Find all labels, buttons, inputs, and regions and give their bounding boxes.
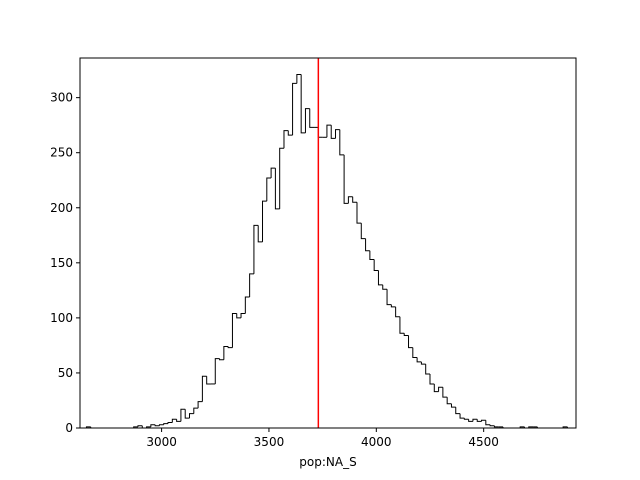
histogram-bin bbox=[283, 130, 289, 149]
histogram-bin bbox=[309, 108, 315, 128]
histogram-bin bbox=[360, 223, 366, 240]
histogram-bin bbox=[373, 259, 379, 272]
histogram-bin bbox=[356, 202, 362, 224]
histogram-bin bbox=[330, 125, 336, 139]
histogram-bin bbox=[296, 74, 302, 84]
y-tick-label: 0 bbox=[65, 421, 73, 435]
histogram-bin bbox=[197, 401, 203, 409]
y-tick-label: 250 bbox=[50, 146, 73, 160]
plot-area bbox=[85, 58, 572, 429]
histogram-bin bbox=[485, 420, 491, 426]
histogram-bin bbox=[176, 419, 181, 422]
y-axis: 0 50 100 150 200 250 300 bbox=[50, 91, 80, 435]
histogram-bin bbox=[304, 108, 310, 133]
x-axis: 3000 3500 4000 4500 bbox=[146, 428, 499, 449]
histogram-bin bbox=[158, 424, 164, 426]
x-tick-label: 3000 bbox=[146, 435, 177, 449]
histogram-bin bbox=[395, 306, 400, 318]
y-tick-label: 200 bbox=[50, 201, 73, 215]
histogram-bin bbox=[347, 196, 353, 204]
histogram-bin bbox=[493, 425, 499, 428]
histogram-series bbox=[85, 74, 572, 429]
histogram-bin bbox=[403, 333, 409, 336]
x-tick-label: 4000 bbox=[361, 435, 392, 449]
histogram-bin bbox=[137, 425, 143, 427]
y-tick-label: 100 bbox=[50, 311, 73, 325]
histogram-bin bbox=[292, 82, 297, 136]
histogram-bin bbox=[189, 413, 194, 419]
histogram-bin bbox=[352, 196, 357, 203]
histogram-bin bbox=[412, 347, 418, 359]
histogram-bin bbox=[455, 407, 461, 415]
histogram-bin bbox=[442, 387, 448, 398]
y-tick-label: 300 bbox=[50, 91, 73, 105]
histogram-bin bbox=[425, 364, 430, 375]
histogram-bin bbox=[253, 224, 259, 274]
histogram-bin bbox=[459, 413, 465, 419]
histogram-bin bbox=[335, 129, 340, 139]
histogram-bin bbox=[463, 418, 469, 420]
histogram-bin bbox=[416, 357, 422, 363]
histogram-bin bbox=[266, 177, 272, 202]
histogram-bin bbox=[214, 358, 220, 384]
histogram-bin bbox=[287, 130, 293, 136]
histogram-bin bbox=[167, 421, 173, 424]
histogram-bin bbox=[438, 386, 443, 392]
histogram-bin bbox=[150, 424, 156, 427]
histogram-bin bbox=[300, 74, 306, 134]
histogram-bin bbox=[227, 346, 233, 349]
histogram-bin bbox=[223, 346, 229, 360]
histogram-bin bbox=[369, 250, 375, 261]
histogram-bin bbox=[206, 376, 211, 385]
histogram-bin bbox=[249, 273, 254, 297]
histogram-bin bbox=[476, 419, 482, 422]
y-tick-label: 150 bbox=[50, 256, 73, 270]
histogram-bin bbox=[433, 383, 439, 393]
histogram-bin bbox=[408, 335, 413, 349]
histogram-bin bbox=[390, 304, 396, 308]
histogram-bin bbox=[270, 167, 276, 179]
histogram-bin bbox=[468, 419, 473, 422]
histogram-bin bbox=[244, 296, 250, 314]
histogram-bin bbox=[184, 409, 190, 419]
histogram-bin bbox=[377, 270, 383, 286]
y-tick-label: 50 bbox=[58, 366, 73, 380]
histogram-bin bbox=[339, 129, 345, 156]
histogram-bin bbox=[240, 312, 246, 318]
histogram-bin bbox=[481, 419, 486, 422]
histogram-bin bbox=[420, 361, 426, 365]
histogram-bin bbox=[163, 423, 169, 425]
histogram-bin bbox=[180, 408, 186, 422]
histogram-bin bbox=[201, 375, 207, 402]
histogram-bin bbox=[399, 316, 405, 334]
histogram-bin bbox=[343, 154, 349, 204]
histogram-bin bbox=[231, 312, 237, 348]
histogram-bin bbox=[219, 358, 224, 361]
histogram-bin bbox=[472, 418, 478, 422]
x-axis-label: pop:NA_S bbox=[299, 455, 356, 469]
histogram-bin bbox=[171, 418, 177, 423]
histogram-bin bbox=[450, 403, 456, 408]
histogram-bin bbox=[236, 313, 242, 319]
histogram-bin bbox=[365, 238, 370, 252]
histogram-bin bbox=[386, 289, 392, 306]
x-tick-label: 3500 bbox=[254, 435, 285, 449]
histogram-bin bbox=[193, 407, 199, 414]
histogram-bin bbox=[429, 374, 435, 385]
histogram-bin bbox=[279, 147, 284, 209]
x-tick-label: 4500 bbox=[468, 435, 499, 449]
histogram-bin bbox=[274, 168, 280, 210]
axes-frame bbox=[79, 57, 577, 429]
histogram-bin bbox=[489, 424, 495, 427]
histogram-bin bbox=[262, 200, 267, 242]
histogram-bin bbox=[446, 397, 452, 405]
histogram-bin bbox=[326, 124, 332, 138]
histogram-bin bbox=[257, 225, 263, 243]
histogram-bin bbox=[382, 284, 388, 290]
histogram-bin bbox=[154, 424, 160, 427]
